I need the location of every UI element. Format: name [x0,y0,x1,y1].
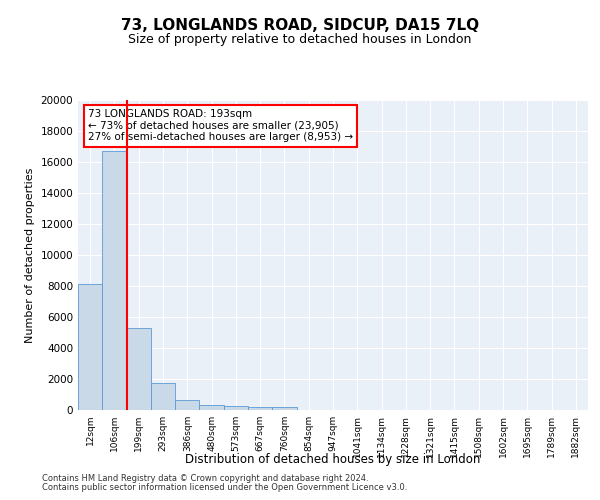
Bar [272,408,296,410]
Bar [151,383,175,410]
Text: Contains HM Land Registry data © Crown copyright and database right 2024.: Contains HM Land Registry data © Crown c… [42,474,368,483]
Bar [127,328,151,410]
Bar [248,407,272,410]
Text: 73, LONGLANDS ROAD, SIDCUP, DA15 7LQ: 73, LONGLANDS ROAD, SIDCUP, DA15 7LQ [121,18,479,32]
Bar [102,151,127,410]
Text: Distribution of detached houses by size in London: Distribution of detached houses by size … [185,452,481,466]
Text: Size of property relative to detached houses in London: Size of property relative to detached ho… [128,32,472,46]
Bar [224,406,248,410]
Bar [78,284,102,410]
Bar [199,404,224,410]
Bar [175,400,199,410]
Text: 73 LONGLANDS ROAD: 193sqm
← 73% of detached houses are smaller (23,905)
27% of s: 73 LONGLANDS ROAD: 193sqm ← 73% of detac… [88,110,353,142]
Text: Contains public sector information licensed under the Open Government Licence v3: Contains public sector information licen… [42,483,407,492]
Y-axis label: Number of detached properties: Number of detached properties [25,168,35,342]
